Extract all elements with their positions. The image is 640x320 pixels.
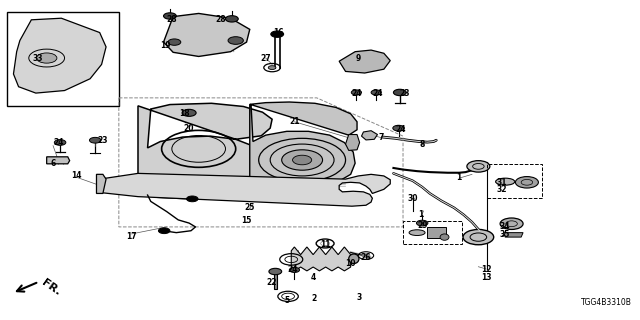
Polygon shape [138, 103, 272, 199]
Circle shape [182, 109, 196, 116]
Polygon shape [291, 247, 351, 271]
Text: 23: 23 [98, 136, 108, 145]
Text: 29: 29 [417, 221, 428, 230]
Circle shape [159, 228, 170, 234]
Text: 7: 7 [379, 133, 384, 142]
Text: 24: 24 [53, 138, 63, 147]
Polygon shape [13, 18, 106, 93]
Circle shape [168, 39, 180, 45]
Text: 28: 28 [216, 15, 227, 24]
Polygon shape [504, 233, 523, 237]
Text: 24: 24 [352, 89, 362, 98]
Circle shape [393, 125, 404, 131]
Circle shape [371, 90, 381, 95]
Text: 18: 18 [179, 109, 190, 118]
Polygon shape [47, 157, 70, 164]
Text: 11: 11 [320, 240, 330, 249]
Ellipse shape [349, 254, 359, 264]
Circle shape [467, 161, 490, 172]
Circle shape [362, 254, 370, 258]
Text: 32: 32 [497, 185, 508, 194]
Text: 22: 22 [267, 278, 277, 287]
Circle shape [289, 268, 300, 272]
Polygon shape [274, 272, 276, 289]
Text: 10: 10 [346, 259, 356, 268]
Polygon shape [339, 50, 390, 73]
Text: 5: 5 [284, 296, 289, 305]
Text: 21: 21 [289, 117, 300, 126]
Circle shape [282, 150, 323, 170]
Polygon shape [100, 173, 390, 206]
Circle shape [36, 53, 57, 63]
Ellipse shape [440, 234, 449, 240]
Circle shape [292, 155, 312, 165]
Bar [428, 227, 447, 238]
Circle shape [54, 140, 66, 145]
Text: 6: 6 [51, 159, 56, 168]
Text: 26: 26 [361, 253, 371, 262]
Text: 8: 8 [419, 140, 425, 148]
Polygon shape [97, 174, 106, 194]
Text: 17: 17 [126, 232, 137, 241]
Polygon shape [250, 102, 357, 189]
Text: 13: 13 [481, 273, 492, 282]
Text: 31: 31 [497, 178, 508, 187]
Text: 4: 4 [311, 273, 316, 282]
Polygon shape [346, 134, 360, 150]
Text: 23: 23 [399, 89, 410, 98]
Circle shape [268, 66, 276, 69]
Bar [487, 164, 541, 198]
Text: 28: 28 [166, 15, 177, 24]
Text: 35: 35 [500, 230, 510, 239]
Text: 1: 1 [456, 173, 462, 182]
Circle shape [228, 37, 243, 44]
Text: 1: 1 [419, 210, 424, 219]
Text: 16: 16 [273, 28, 284, 37]
Text: 9: 9 [356, 53, 361, 62]
Circle shape [500, 218, 523, 229]
Text: FR.: FR. [40, 277, 63, 297]
Ellipse shape [495, 178, 515, 185]
Circle shape [186, 196, 198, 202]
Circle shape [164, 13, 176, 19]
Circle shape [515, 177, 538, 188]
Text: 27: 27 [260, 53, 271, 62]
Bar [403, 220, 462, 244]
Circle shape [351, 90, 362, 95]
Circle shape [394, 89, 406, 96]
Circle shape [271, 31, 284, 37]
Text: 24: 24 [287, 265, 298, 275]
Text: 2: 2 [311, 294, 316, 303]
Circle shape [417, 220, 428, 226]
Circle shape [463, 229, 493, 245]
Text: 20: 20 [184, 124, 195, 132]
Text: 12: 12 [481, 265, 492, 275]
Text: 33: 33 [33, 53, 43, 62]
Text: 14: 14 [71, 172, 81, 180]
Bar [7, 12, 119, 106]
Text: 24: 24 [372, 89, 383, 98]
Text: 34: 34 [500, 222, 511, 231]
Text: 15: 15 [241, 216, 252, 225]
Text: 19: 19 [160, 41, 171, 50]
Polygon shape [164, 13, 250, 56]
Text: 25: 25 [244, 203, 255, 212]
Text: 24: 24 [396, 125, 406, 134]
Text: TGG4B3310B: TGG4B3310B [580, 298, 632, 307]
Circle shape [225, 16, 238, 22]
Circle shape [90, 137, 101, 143]
Polygon shape [362, 131, 378, 140]
Ellipse shape [409, 230, 425, 236]
Text: 3: 3 [357, 293, 362, 302]
Text: 30: 30 [407, 194, 418, 203]
Circle shape [269, 268, 282, 275]
